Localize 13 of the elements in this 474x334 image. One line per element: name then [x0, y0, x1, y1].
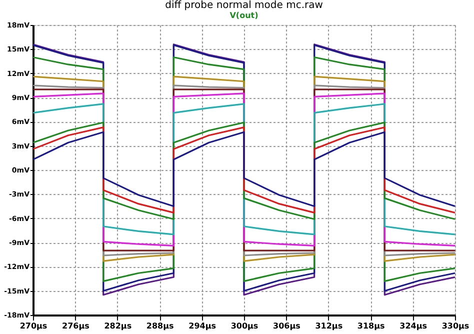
x-tick-label: 270µs [20, 322, 48, 330]
chart-subtitle: V(out) [230, 11, 258, 20]
x-tick-label: 300µs [230, 322, 258, 330]
x-tick-label: 324µs [400, 322, 428, 330]
x-tick-label: 330µs [442, 322, 470, 330]
x-tick-label: 306µs [273, 322, 301, 330]
x-tick-label: 312µs [315, 322, 343, 330]
x-tick-label: 282µs [104, 322, 132, 330]
x-tick-label: 276µs [62, 322, 90, 330]
x-tick-label: 318µs [357, 322, 386, 330]
x-tick-label: 288µs [146, 322, 174, 330]
chart-title: diff probe normal mode mc.raw [165, 0, 323, 11]
x-tick-label: 294µs [188, 322, 216, 330]
